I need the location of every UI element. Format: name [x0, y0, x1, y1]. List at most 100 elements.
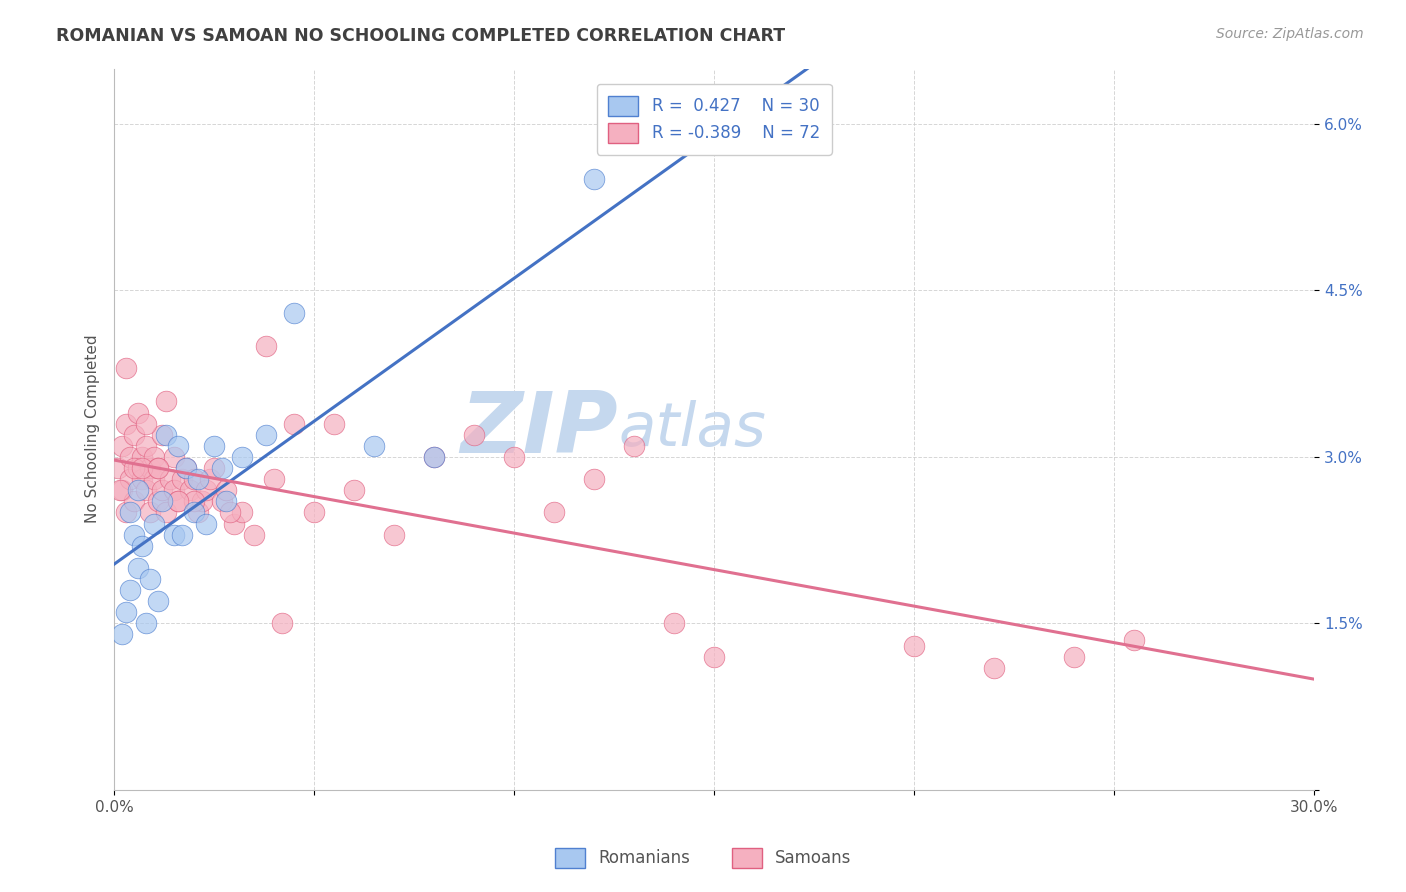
Point: [1063, 649, 1085, 664]
Y-axis label: No Schooling Completed: No Schooling Completed: [86, 334, 100, 524]
Point: [202, 439, 225, 453]
Point: [167, 494, 190, 508]
Legend: R =  0.427    N = 30, R = -0.389    N = 72: R = 0.427 N = 30, R = -0.389 N = 72: [596, 84, 832, 154]
Text: ZIP: ZIP: [461, 388, 619, 471]
Point: [139, 572, 162, 586]
Point: [131, 472, 153, 486]
Point: [195, 516, 218, 531]
Point: [143, 472, 166, 486]
Point: [143, 450, 166, 464]
Point: [202, 461, 225, 475]
Point: [183, 494, 205, 508]
Point: [302, 505, 325, 519]
Point: [195, 483, 218, 498]
Point: [363, 439, 385, 453]
Text: Source: ZipAtlas.com: Source: ZipAtlas.com: [1216, 27, 1364, 41]
Point: [323, 417, 346, 431]
Point: [107, 461, 129, 475]
Point: [191, 494, 214, 508]
Text: ROMANIAN VS SAMOAN NO SCHOOLING COMPLETED CORRELATION CHART: ROMANIAN VS SAMOAN NO SCHOOLING COMPLETE…: [56, 27, 786, 45]
Point: [224, 516, 246, 531]
Point: [143, 516, 166, 531]
Point: [131, 450, 153, 464]
Point: [163, 450, 186, 464]
Point: [108, 483, 131, 498]
Point: [1123, 633, 1146, 648]
Point: [703, 649, 725, 664]
Point: [163, 527, 186, 541]
Point: [111, 627, 134, 641]
Point: [183, 472, 205, 486]
Point: [167, 439, 190, 453]
Point: [111, 439, 134, 453]
Point: [131, 461, 153, 475]
Point: [623, 439, 645, 453]
Point: [423, 450, 446, 464]
Point: [503, 450, 526, 464]
Point: [127, 561, 149, 575]
Point: [263, 472, 285, 486]
Point: [155, 394, 177, 409]
Point: [254, 427, 277, 442]
Point: [115, 505, 138, 519]
Point: [983, 661, 1005, 675]
Point: [172, 472, 194, 486]
Text: atlas: atlas: [619, 400, 766, 458]
Point: [148, 494, 170, 508]
Point: [139, 505, 162, 519]
Point: [243, 527, 266, 541]
Point: [283, 417, 305, 431]
Point: [159, 472, 181, 486]
Point: [283, 306, 305, 320]
Legend: Romanians, Samoans: Romanians, Samoans: [548, 841, 858, 875]
Point: [215, 483, 238, 498]
Point: [127, 405, 149, 419]
Point: [127, 461, 149, 475]
Point: [583, 472, 606, 486]
Point: [163, 483, 186, 498]
Point: [120, 583, 142, 598]
Point: [543, 505, 565, 519]
Point: [131, 539, 153, 553]
Point: [122, 461, 145, 475]
Point: [254, 339, 277, 353]
Point: [903, 639, 925, 653]
Point: [583, 172, 606, 186]
Point: [122, 527, 145, 541]
Point: [135, 483, 157, 498]
Point: [115, 417, 138, 431]
Point: [150, 427, 173, 442]
Point: [179, 483, 201, 498]
Point: [148, 594, 170, 608]
Point: [231, 450, 253, 464]
Point: [211, 494, 233, 508]
Point: [174, 461, 197, 475]
Point: [423, 450, 446, 464]
Point: [343, 483, 366, 498]
Point: [139, 461, 162, 475]
Point: [187, 472, 209, 486]
Point: [115, 605, 138, 619]
Point: [135, 417, 157, 431]
Point: [664, 616, 686, 631]
Point: [172, 527, 194, 541]
Point: [183, 505, 205, 519]
Point: [198, 472, 221, 486]
Point: [155, 505, 177, 519]
Point: [271, 616, 294, 631]
Point: [135, 616, 157, 631]
Point: [211, 461, 233, 475]
Point: [155, 427, 177, 442]
Point: [219, 505, 242, 519]
Point: [127, 483, 149, 498]
Point: [148, 461, 170, 475]
Point: [111, 483, 134, 498]
Point: [463, 427, 485, 442]
Point: [115, 361, 138, 376]
Point: [120, 505, 142, 519]
Point: [150, 494, 173, 508]
Point: [174, 461, 197, 475]
Point: [231, 505, 253, 519]
Point: [120, 450, 142, 464]
Point: [167, 494, 190, 508]
